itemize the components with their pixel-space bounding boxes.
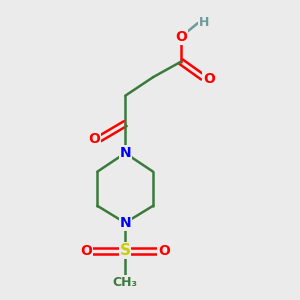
Text: O: O	[88, 132, 100, 146]
Text: O: O	[175, 30, 187, 44]
Text: N: N	[119, 146, 131, 160]
Text: O: O	[80, 244, 92, 258]
Text: H: H	[198, 16, 209, 29]
Text: N: N	[119, 216, 131, 230]
Text: O: O	[158, 244, 170, 258]
Text: CH₃: CH₃	[113, 276, 138, 289]
Text: O: O	[203, 72, 215, 86]
Text: S: S	[120, 243, 131, 258]
